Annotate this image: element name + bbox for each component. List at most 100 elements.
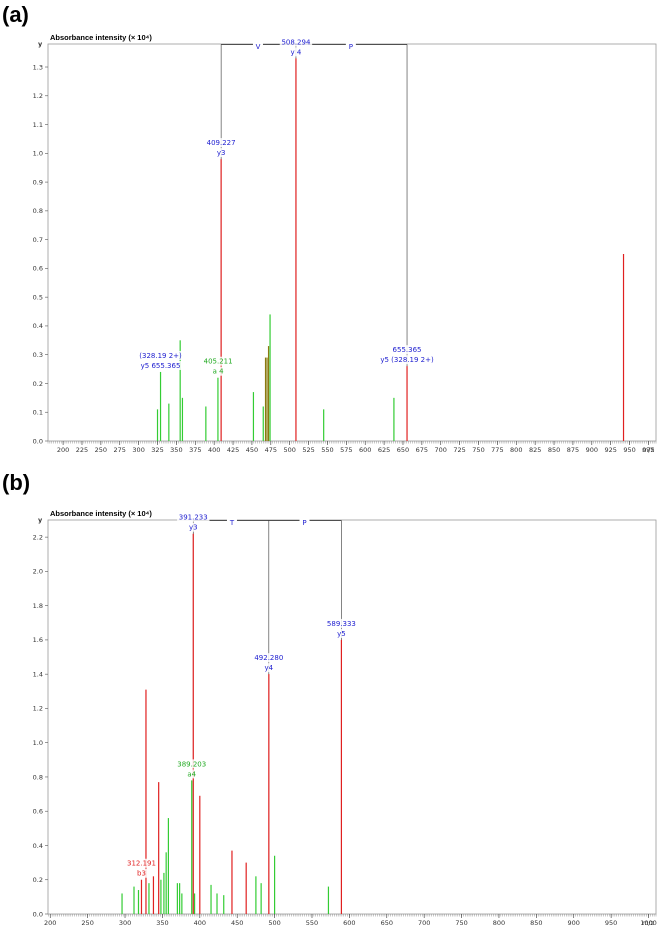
peak-annotation-bg: [135, 868, 148, 878]
x-tick-label: 800: [493, 919, 505, 926]
x-tick-label: 825: [529, 446, 541, 454]
peak-annotation-bg: [325, 618, 358, 628]
peak-annotation-bg: [263, 663, 275, 673]
peak-annotation: a 4: [213, 368, 225, 376]
x-tick-label: 200: [57, 446, 69, 454]
y-tick-label: 1.4: [33, 670, 43, 678]
x-tick-label: 850: [548, 446, 560, 454]
peak-annotation: 492.280: [254, 654, 283, 662]
x-tick-label: 600: [343, 919, 355, 926]
x-tick-label: 500: [268, 919, 280, 926]
x-tick-label: 400: [208, 446, 220, 454]
y-tick-label: 0.9: [33, 178, 43, 186]
peak-annotation: y5: [337, 630, 346, 638]
x-axis-label: m/z: [642, 919, 655, 926]
x-tick-label: 425: [227, 446, 239, 454]
y-tick-label: 1.2: [33, 705, 43, 713]
y-tick-label: 0.2: [33, 380, 43, 388]
y-tick-label: 0.4: [33, 322, 43, 330]
y-tick-label: 1.0: [33, 150, 43, 158]
peak-annotation: (328.19 2+): [139, 352, 182, 360]
y-tick-label: 1.1: [33, 121, 43, 129]
peak-annotation-bg: [376, 355, 438, 365]
x-tick-label: 375: [189, 446, 201, 454]
peak-annotation-bg: [175, 759, 208, 769]
y-tick-label: 0.8: [33, 207, 43, 215]
sequence-residue-label: T: [229, 519, 235, 527]
peak-annotation: a4: [187, 770, 196, 778]
x-tick-label: 975: [642, 446, 654, 454]
peak-annotation: y3: [189, 524, 198, 532]
peak-annotation-bg: [335, 628, 348, 638]
x-tick-label: 475: [265, 446, 277, 454]
sequence-residue-label: V: [256, 43, 261, 51]
peak-annotation-bg: [201, 356, 235, 366]
peak-annotation: y5 655.365: [141, 362, 181, 370]
peak-annotation: 391.233: [179, 514, 208, 522]
peak-annotation-bg: [187, 522, 199, 532]
peak-annotation-bg: [279, 37, 313, 47]
x-tick-label: 225: [76, 446, 88, 454]
y-tick-label: 1.0: [33, 739, 43, 747]
x-tick-label: 550: [306, 919, 318, 926]
plot-frame: [47, 519, 657, 915]
peak-annotation: 405.211: [204, 358, 233, 366]
peak-annotation-bg: [390, 345, 424, 355]
y-axis-symbol: y: [38, 516, 43, 524]
y-axis-label: Absorbance intensity (× 10⁴): [50, 33, 152, 42]
peak-annotation-bg: [125, 858, 158, 868]
y-tick-label: 0.1: [33, 409, 43, 417]
peak-annotation: y5 (328.19 2+): [380, 356, 434, 364]
y-tick-label: 0.0: [33, 437, 43, 445]
x-tick-label: 525: [302, 446, 314, 454]
y-tick-label: 1.6: [33, 636, 43, 644]
spectrum-chart-b: Absorbance intensity (× 10⁴) y 0.0 0.2 0.4 0.…: [33, 509, 657, 926]
y-axis-symbol: y: [38, 40, 43, 48]
x-tick-label: 450: [231, 919, 243, 926]
residue-label-bg: [345, 41, 356, 50]
x-tick-label: 675: [416, 446, 428, 454]
x-tick-label: 650: [397, 446, 409, 454]
x-tick-label: 1000: [640, 919, 657, 926]
x-tick-label: 250: [81, 919, 93, 926]
y-tick-label: 0.0: [33, 910, 43, 918]
residue-label-bg: [226, 517, 237, 526]
y-tick-label: 0.2: [33, 876, 43, 884]
x-tick-label: 875: [567, 446, 579, 454]
x-tick-label: 200: [44, 919, 56, 926]
residue-label-bg: [299, 517, 310, 526]
x-tick-label: 850: [530, 919, 542, 926]
x-tick-label: 900: [586, 446, 598, 454]
peak-annotation: 389.203: [177, 760, 206, 768]
y-tick-label: 0.3: [33, 351, 43, 359]
y-tick-label: 2.2: [33, 533, 43, 541]
sequence-residue-label: P: [302, 519, 306, 527]
x-tick-label: 275: [114, 446, 126, 454]
sequence-residue-label: P: [349, 43, 353, 51]
x-tick-label: 625: [378, 446, 390, 454]
panel-label-b: (b): [2, 470, 31, 495]
plot-frame: [47, 43, 657, 442]
peak-annotation-bg: [210, 366, 226, 376]
y-tick-label: 0.6: [33, 808, 43, 816]
peak-annotation: 655.365: [393, 346, 422, 354]
peak-annotation-bg: [177, 512, 210, 522]
x-tick-label: 750: [472, 446, 484, 454]
spectrum-chart-a: Absorbance intensity (× 10⁴) y 0.0 0.1 0.2 0.…: [33, 33, 657, 454]
peak-annotation: 409.227: [207, 139, 236, 147]
peak-annotation-bg: [135, 350, 186, 360]
y-tick-label: 0.4: [33, 842, 43, 850]
peak-annotation: 589.333: [327, 620, 356, 628]
y-tick-label: 1.3: [33, 63, 43, 71]
y-tick-label: 0.5: [33, 293, 43, 301]
x-tick-label: 550: [321, 446, 333, 454]
x-tick-label: 300: [132, 446, 144, 454]
x-tick-label: 700: [435, 446, 447, 454]
peak-annotation: 508.294: [281, 38, 310, 46]
y-tick-label: 0.6: [33, 265, 43, 273]
x-tick-label: 500: [283, 446, 295, 454]
peak-annotation-bg: [186, 769, 198, 779]
y-axis-label: Absorbance intensity (× 10⁴): [50, 509, 152, 518]
x-tick-label: 575: [340, 446, 352, 454]
x-tick-label: 925: [604, 446, 616, 454]
